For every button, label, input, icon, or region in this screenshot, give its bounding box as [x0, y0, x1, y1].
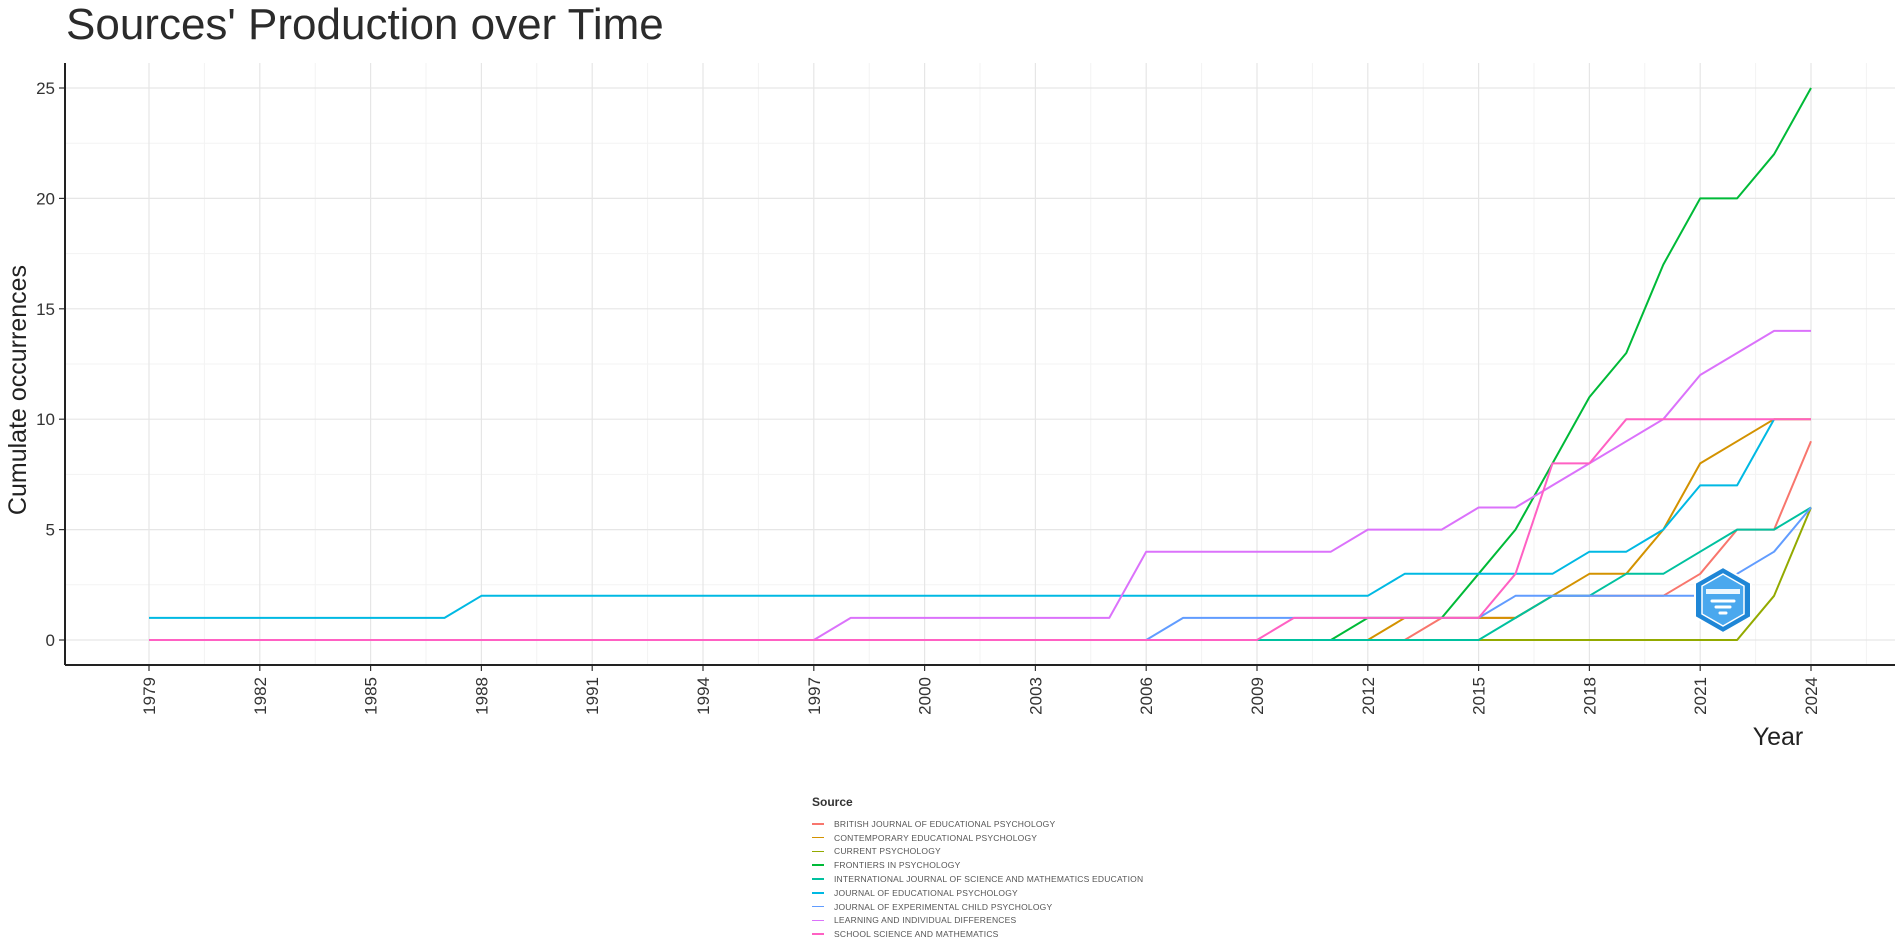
legend-item: CURRENT PSYCHOLOGY — [812, 845, 1143, 859]
x-tick-label: 1994 — [694, 677, 713, 715]
legend-item: INTERNATIONAL JOURNAL OF SCIENCE AND MAT… — [812, 872, 1143, 886]
legend-items: BRITISH JOURNAL OF EDUCATIONAL PSYCHOLOG… — [812, 817, 1143, 941]
legend-item: LEARNING AND INDIVIDUAL DIFFERENCES — [812, 914, 1143, 928]
legend-key — [812, 933, 824, 936]
legend-label: INTERNATIONAL JOURNAL OF SCIENCE AND MAT… — [834, 874, 1144, 885]
legend-item: JOURNAL OF EXPERIMENTAL CHILD PSYCHOLOGY — [812, 900, 1143, 914]
x-tick-label: 1991 — [583, 677, 602, 715]
x-tick-label: 2003 — [1026, 677, 1045, 715]
y-tick-label: 10 — [36, 410, 55, 429]
x-tick-label: 2018 — [1580, 677, 1599, 715]
series-line — [149, 506, 1812, 641]
x-tick-label: 1997 — [805, 677, 824, 715]
series-line — [149, 418, 1775, 619]
legend-label: LEARNING AND INDIVIDUAL DIFFERENCES — [834, 915, 1017, 926]
legend-key — [812, 864, 824, 867]
legend-label: SCHOOL SCIENCE AND MATHEMATICS — [834, 929, 999, 940]
legend-label: CURRENT PSYCHOLOGY — [834, 846, 941, 857]
legend-label: JOURNAL OF EXPERIMENTAL CHILD PSYCHOLOGY — [834, 901, 1053, 912]
y-tick-label: 20 — [36, 189, 55, 208]
x-tick-label: 1979 — [140, 677, 159, 715]
y-tick-label: 0 — [46, 631, 55, 650]
x-tick-label: 2012 — [1359, 677, 1378, 715]
watermark-logo-icon — [1694, 565, 1752, 635]
series-line — [149, 418, 1811, 641]
x-tick-label: 1988 — [472, 677, 491, 715]
x-tick-label: 2021 — [1691, 677, 1710, 715]
legend-key — [812, 919, 824, 922]
series-line — [149, 329, 1811, 641]
legend-label: JOURNAL OF EDUCATIONAL PSYCHOLOGY — [834, 887, 1018, 898]
x-tick-label: 2015 — [1470, 677, 1489, 715]
legend-key — [812, 823, 824, 825]
legend-item: CONTEMPORARY EDUCATIONAL PSYCHOLOGY — [812, 831, 1143, 845]
legend-label: BRITISH JOURNAL OF EDUCATIONAL PSYCHOLOG… — [834, 818, 1056, 829]
y-tick-label: 25 — [36, 79, 55, 98]
series-lines — [149, 87, 1812, 641]
x-tick-label: 2009 — [1248, 677, 1267, 715]
x-tick-label: 2000 — [916, 677, 935, 715]
legend-key — [812, 892, 824, 894]
legend-item: SCHOOL SCIENCE AND MATHEMATICS — [812, 927, 1143, 941]
legend-key — [812, 905, 824, 908]
legend-item: BRITISH JOURNAL OF EDUCATIONAL PSYCHOLOG… — [812, 817, 1143, 831]
legend-title: Source — [812, 795, 853, 809]
legend-key — [812, 850, 824, 853]
x-tick-label: 1982 — [251, 677, 270, 715]
legend-label: CONTEMPORARY EDUCATIONAL PSYCHOLOGY — [834, 832, 1038, 843]
x-tick-label: 1985 — [362, 677, 381, 715]
legend-item: FRONTIERS IN PSYCHOLOGY — [812, 858, 1143, 872]
x-tick-label: 2006 — [1137, 677, 1156, 715]
legend-item: JOURNAL OF EDUCATIONAL PSYCHOLOGY — [812, 886, 1143, 900]
y-axis-title: Cumulate occurrences — [4, 265, 32, 515]
legend-key — [812, 836, 824, 839]
x-tick-label: 2024 — [1802, 677, 1821, 715]
x-axis-title: Year — [1753, 723, 1804, 751]
chart-title: Sources' Production over Time — [66, 0, 664, 49]
y-tick-label: 5 — [46, 521, 55, 540]
legend-key — [812, 878, 824, 880]
axes: 1979 1982 1985 1988 1991 1994 1997 2000 2003 2006… — [36, 63, 1895, 715]
y-tick-label: 15 — [36, 300, 55, 319]
legend-label: FRONTIERS IN PSYCHOLOGY — [834, 860, 961, 871]
series-line — [149, 506, 1812, 641]
legend: Source BRITISH JOURNAL OF EDUCATIONAL PS… — [812, 795, 1143, 941]
